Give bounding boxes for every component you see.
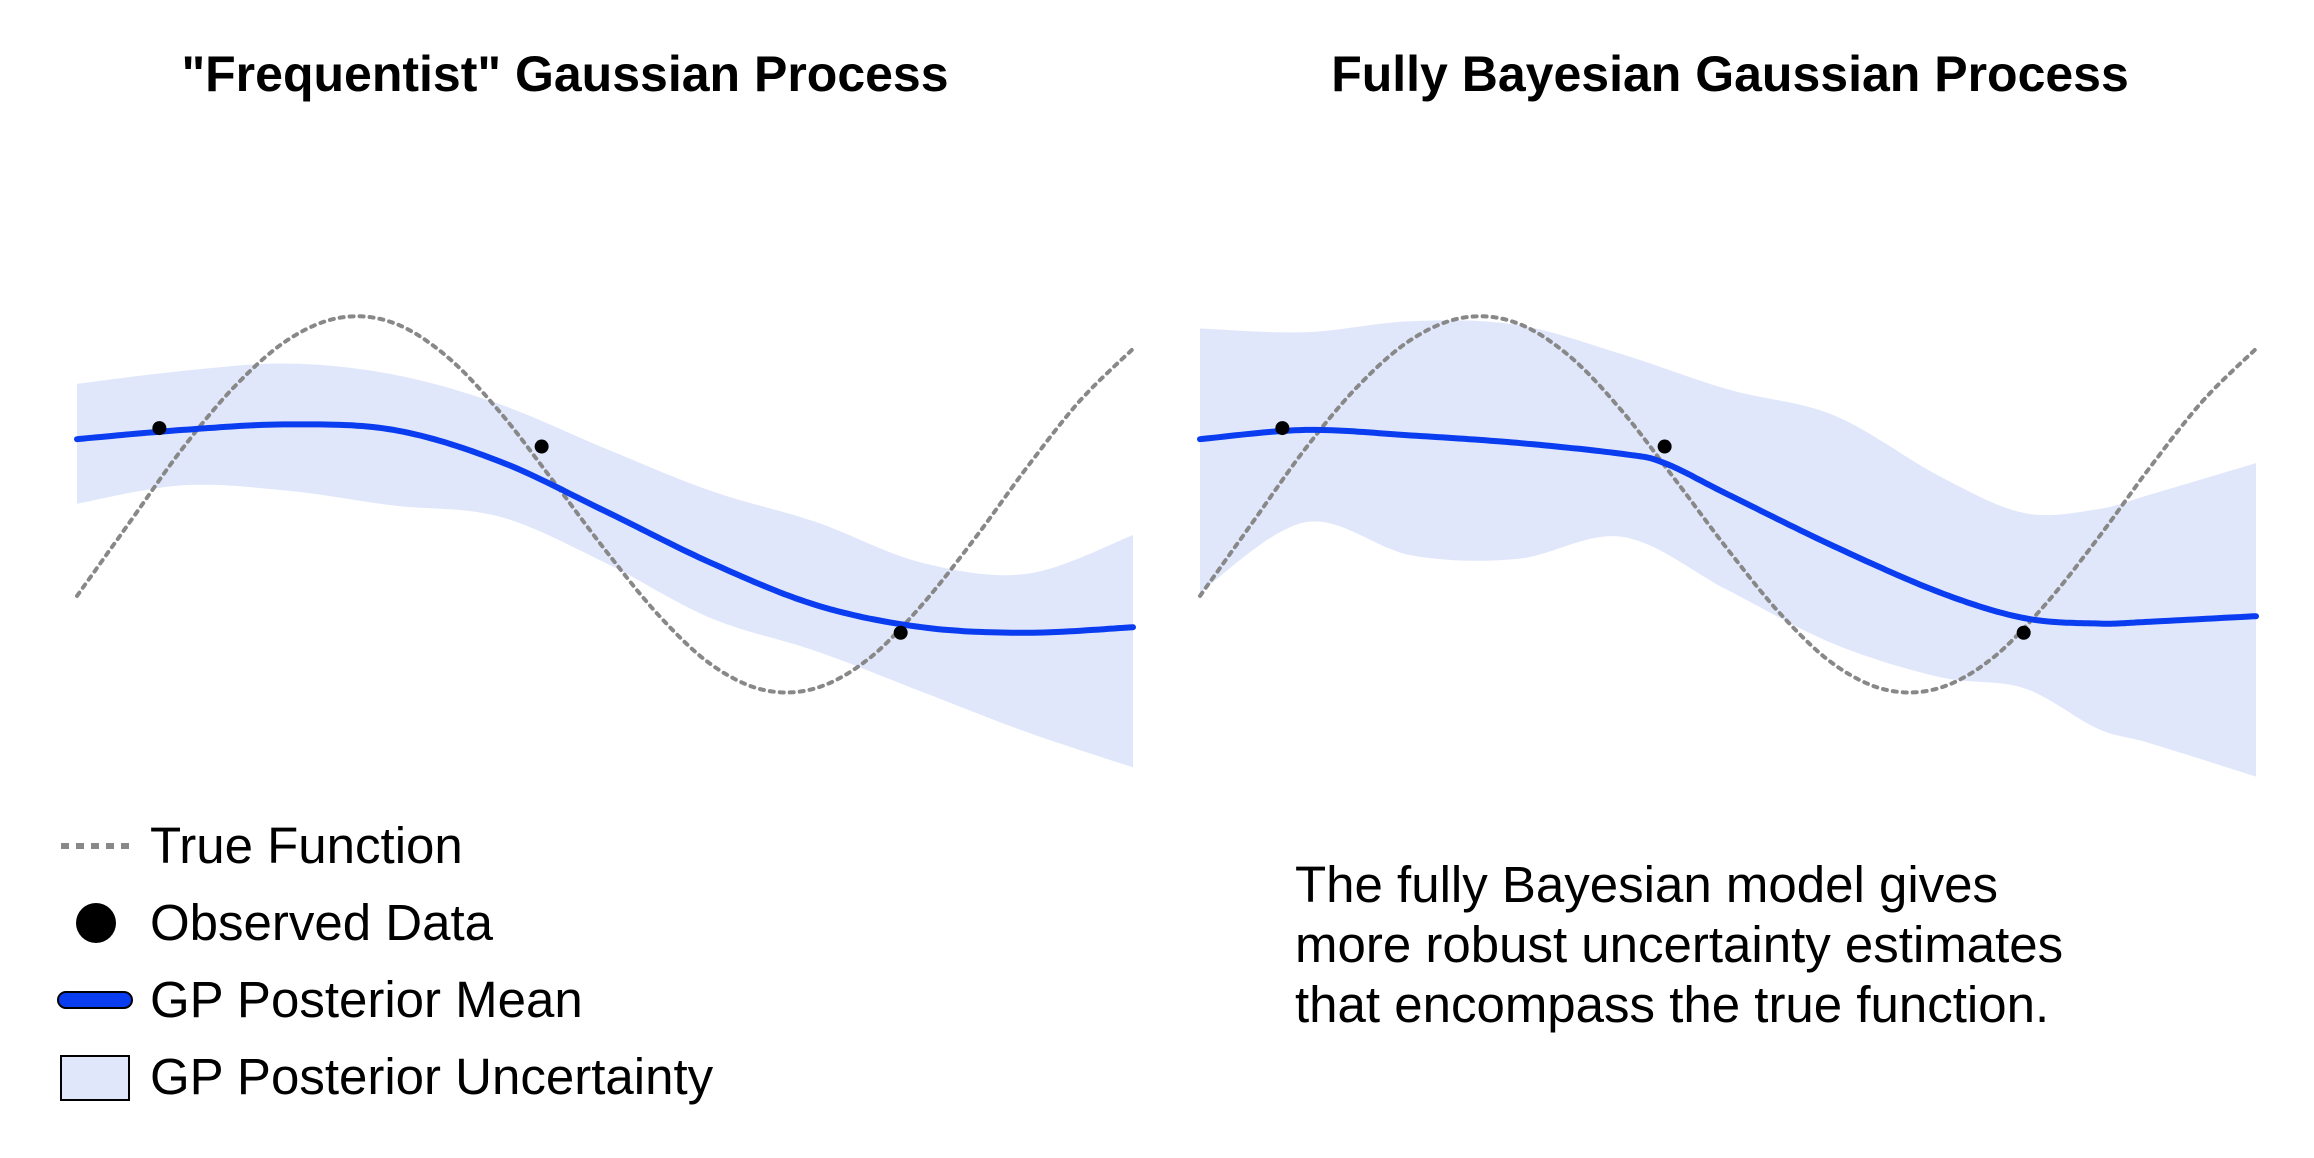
legend-label-posterior-mean: GP Posterior Mean bbox=[150, 971, 583, 1028]
patch-icon bbox=[60, 1055, 130, 1101]
observed-point-2 bbox=[534, 439, 549, 454]
legend-label-true-function: True Function bbox=[150, 817, 463, 874]
posterior-mean-line bbox=[74, 421, 1136, 636]
true-function-line bbox=[1198, 314, 2258, 695]
legend-label-observed-data: Observed Data bbox=[150, 894, 494, 951]
solid-line-icon bbox=[57, 991, 133, 1009]
frequentist-gp-plot bbox=[74, 314, 1136, 768]
dot-icon bbox=[76, 903, 116, 943]
true-function-line bbox=[75, 314, 1135, 695]
uncertainty-band bbox=[1200, 320, 2256, 777]
observed-point-2 bbox=[1657, 439, 1672, 454]
left-panel-title: "Frequentist" Gaussian Process bbox=[181, 46, 949, 102]
annotation-line-1: The fully Bayesian model gives bbox=[1295, 856, 1999, 913]
legend-label-posterior-uncertainty: GP Posterior Uncertainty bbox=[150, 1048, 714, 1105]
annotation-text: The fully Bayesian model gives more robu… bbox=[1295, 855, 2063, 1035]
uncertainty-band bbox=[77, 363, 1133, 768]
observed-point-3 bbox=[2016, 625, 2031, 640]
observed-point-1 bbox=[1275, 421, 1290, 436]
dotted-line-icon bbox=[61, 843, 131, 849]
annotation-line-3: that encompass the true function. bbox=[1295, 976, 2050, 1033]
bayesian-gp-plot bbox=[1197, 314, 2259, 777]
observed-point-3 bbox=[893, 625, 908, 640]
posterior-mean-line bbox=[1197, 426, 2259, 627]
right-panel-title: Fully Bayesian Gaussian Process bbox=[1331, 46, 2129, 102]
observed-point-1 bbox=[152, 421, 167, 436]
annotation-line-2: more robust uncertainty estimates bbox=[1295, 916, 2064, 973]
